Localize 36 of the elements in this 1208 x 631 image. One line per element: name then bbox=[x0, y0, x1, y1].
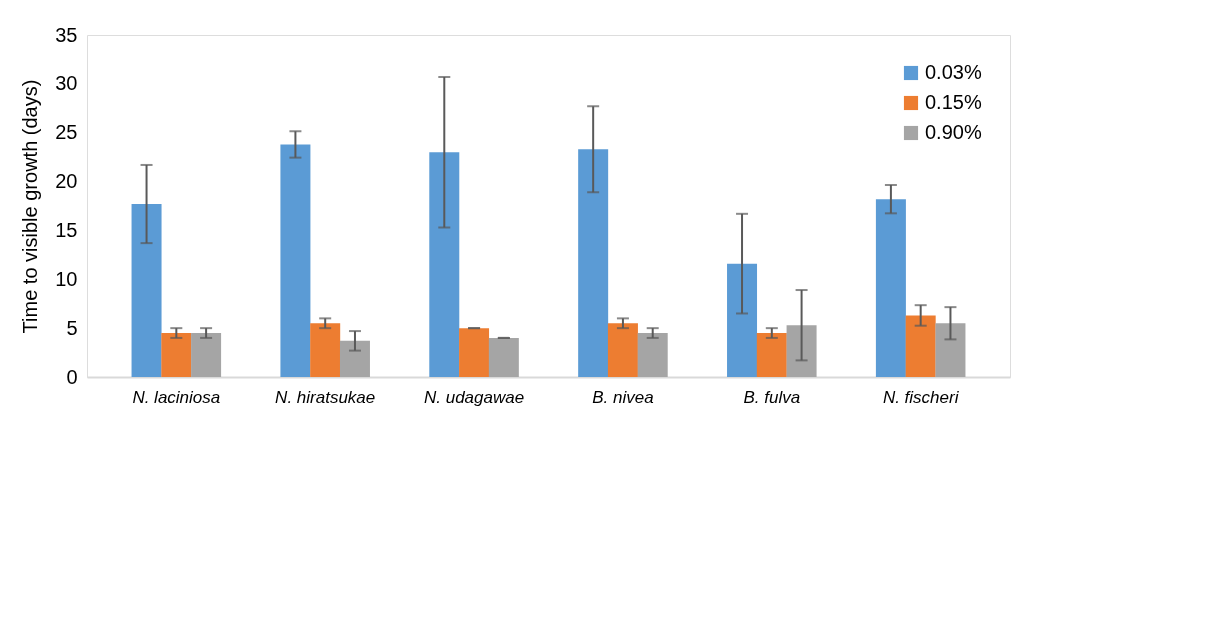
bar bbox=[756, 333, 787, 377]
x-tick-label: N. hiratsukae bbox=[275, 387, 376, 407]
bar bbox=[310, 323, 341, 377]
x-tick-label: N. fischeri bbox=[882, 387, 960, 407]
bar bbox=[935, 323, 966, 377]
bar bbox=[875, 199, 906, 377]
bar bbox=[727, 263, 758, 377]
y-tick-label: 10 bbox=[55, 267, 78, 290]
y-axis-title: Time to visible growth (days) bbox=[19, 79, 42, 334]
y-tick-label: 0 bbox=[66, 365, 78, 388]
x-tick-label: N. udagawae bbox=[423, 387, 525, 407]
bar bbox=[578, 149, 609, 377]
x-tick-label: B. nivea bbox=[592, 387, 654, 407]
x-tick-label: N. laciniosa bbox=[132, 387, 221, 407]
bar bbox=[905, 315, 936, 377]
bar bbox=[280, 144, 311, 377]
y-tick-label: 35 bbox=[55, 23, 78, 46]
bar bbox=[459, 328, 490, 377]
bar bbox=[161, 333, 192, 377]
legend-label: 0.15% bbox=[925, 91, 982, 113]
legend-label: 0.03% bbox=[925, 61, 982, 83]
y-tick-label: 15 bbox=[55, 218, 78, 241]
x-tick-label: B. fulva bbox=[743, 387, 801, 407]
bar bbox=[488, 337, 519, 377]
bar bbox=[607, 323, 638, 377]
bar bbox=[131, 204, 162, 377]
bar bbox=[191, 333, 222, 377]
y-tick-label: 5 bbox=[66, 316, 78, 339]
y-tick-label: 20 bbox=[55, 170, 78, 193]
y-tick-label: 25 bbox=[55, 121, 78, 144]
legend-label: 0.90% bbox=[925, 121, 982, 143]
bar bbox=[429, 152, 460, 377]
y-tick-label: 30 bbox=[55, 72, 78, 95]
bar bbox=[786, 325, 817, 377]
bar bbox=[339, 340, 370, 377]
bar bbox=[637, 333, 668, 377]
